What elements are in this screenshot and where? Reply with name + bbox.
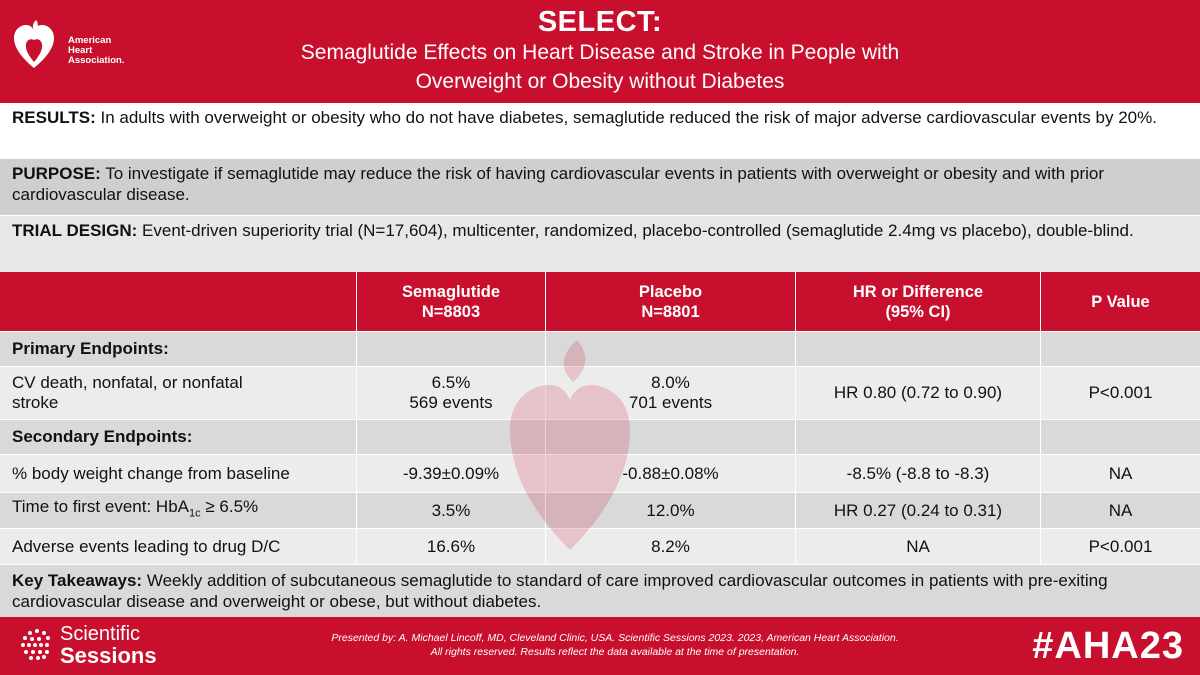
header-cell-semaglutide: Semaglutide N=8803 xyxy=(357,272,546,332)
header-semaglutide-label: Semaglutide xyxy=(401,282,501,301)
table-header-row: Semaglutide N=8803 Placebo N=8801 HR or Di… xyxy=(0,272,1200,332)
key-takeaways-text: Weekly addition of subcutaneous semaglut… xyxy=(12,571,1108,611)
slide-subtitle-line1: Semaglutide Effects on Heart Disease and… xyxy=(300,41,900,64)
weight-difference-value: -8.5% (-8.8 to -8.3) xyxy=(796,455,1041,493)
aha-logo: American Heart Association. xyxy=(12,14,142,74)
header-placebo-label: Placebo xyxy=(638,282,703,301)
trial-design-label: TRIAL DESIGN: xyxy=(12,221,138,240)
adverse-placebo-value: 8.2% xyxy=(546,529,796,565)
table-row-primary-outcome: CV death, nonfatal, or nonfatal stroke 6.… xyxy=(0,367,1200,420)
purpose-section: PURPOSE: To investigate if semaglutide m… xyxy=(0,158,1200,215)
header-hr-ci: (95% CI) xyxy=(885,302,951,321)
table-row-primary-heading: Primary Endpoints: xyxy=(0,332,1200,367)
primary-semaglutide-value: 6.5% 569 events xyxy=(357,367,546,420)
results-section: RESULTS: In adults with overweight or ob… xyxy=(0,103,1200,158)
header-banner: American Heart Association. SELECT: Sema… xyxy=(0,0,1200,103)
table-row-weight-change: % body weight change from baseline -9.39… xyxy=(0,455,1200,493)
primary-endpoints-label: Primary Endpoints: xyxy=(0,332,357,367)
key-takeaways-section: Key Takeaways: Weekly addition of subcut… xyxy=(0,565,1200,617)
scientific-sessions-line1: Scientific xyxy=(60,623,141,645)
trial-design-text: Event-driven superiority trial (N=17,604… xyxy=(137,221,1134,240)
results-label: RESULTS: xyxy=(12,108,96,127)
hba1c-p-value: NA xyxy=(1041,493,1200,529)
header-semaglutide-n: N=8803 xyxy=(421,302,481,321)
hba1c-placebo-value: 12.0% xyxy=(546,493,796,529)
heart-torch-icon xyxy=(14,20,54,68)
adverse-semaglutide-value: 16.6% xyxy=(357,529,546,565)
logo-text-line1: American xyxy=(68,35,112,46)
weight-placebo-value: -0.88±0.08% xyxy=(546,455,796,493)
key-takeaways-label: Key Takeaways: xyxy=(12,571,143,590)
weight-p-value: NA xyxy=(1041,455,1200,493)
scientific-sessions-line2: Sessions xyxy=(60,643,157,668)
header-cell-pvalue: P Value xyxy=(1041,272,1200,332)
hashtag-aha23: #AHA23 xyxy=(1032,625,1184,667)
primary-hr-value: HR 0.80 (0.72 to 0.90) xyxy=(796,367,1041,420)
trial-design-section: TRIAL DESIGN: Event-driven superiority t… xyxy=(0,215,1200,272)
slide-title: SELECT: xyxy=(537,6,663,38)
header-cell-placebo: Placebo N=8801 xyxy=(546,272,796,332)
adverse-hr-value: NA xyxy=(796,529,1041,565)
purpose-label: PURPOSE: xyxy=(12,164,101,183)
title-block: SELECT: Semaglutide Effects on Heart Dis… xyxy=(200,6,1000,96)
credit-line2: All rights reserved. Results reflect the… xyxy=(430,646,800,658)
adverse-p-value: P<0.001 xyxy=(1041,529,1200,565)
adverse-events-label: Adverse events leading to drug D/C xyxy=(0,529,357,565)
results-text: In adults with overweight or obesity who… xyxy=(95,108,1157,127)
secondary-endpoints-label: Secondary Endpoints: xyxy=(0,420,357,455)
weight-semaglutide-value: -9.39±0.09% xyxy=(357,455,546,493)
hba1c-label: Time to first event: HbA1c ≥ 6.5% xyxy=(0,493,357,529)
slide-subtitle-line2: Overweight or Obesity without Diabetes xyxy=(415,70,785,93)
header-cell-hr: HR or Difference (95% CI) xyxy=(796,272,1041,332)
header-pvalue-label: P Value xyxy=(1091,292,1150,311)
hba1c-hr-value: HR 0.27 (0.24 to 0.31) xyxy=(796,493,1041,529)
primary-outcome-label: CV death, nonfatal, or nonfatal stroke xyxy=(0,367,357,420)
table-row-secondary-heading: Secondary Endpoints: xyxy=(0,420,1200,455)
hba1c-semaglutide-value: 3.5% xyxy=(357,493,546,529)
weight-change-label: % body weight change from baseline xyxy=(0,455,357,493)
header-hr-label: HR or Difference xyxy=(852,282,984,301)
header-cell-endpoint xyxy=(0,272,357,332)
purpose-text: To investigate if semaglutide may reduce… xyxy=(12,164,1104,204)
table-row-hba1c: Time to first event: HbA1c ≥ 6.5% 3.5% 1… xyxy=(0,493,1200,529)
header-placebo-n: N=8801 xyxy=(641,302,700,321)
scientific-sessions-globe-icon xyxy=(21,629,50,660)
scientific-sessions-wordmark: Scientific Sessions xyxy=(60,623,157,668)
presentation-credit: Presented by: A. Michael Lincoff, MD, Cl… xyxy=(250,631,980,659)
primary-placebo-value: 8.0% 701 events xyxy=(546,367,796,420)
table-row-adverse-events: Adverse events leading to drug D/C 16.6%… xyxy=(0,529,1200,565)
credit-line1: Presented by: A. Michael Lincoff, MD, Cl… xyxy=(331,632,899,644)
footer-banner: Scientific Sessions Presented by: A. Mic… xyxy=(0,617,1200,675)
logo-text-line2: Heart xyxy=(68,45,93,56)
primary-p-value: P<0.001 xyxy=(1041,367,1200,420)
logo-text-line3: Association. xyxy=(68,55,125,66)
